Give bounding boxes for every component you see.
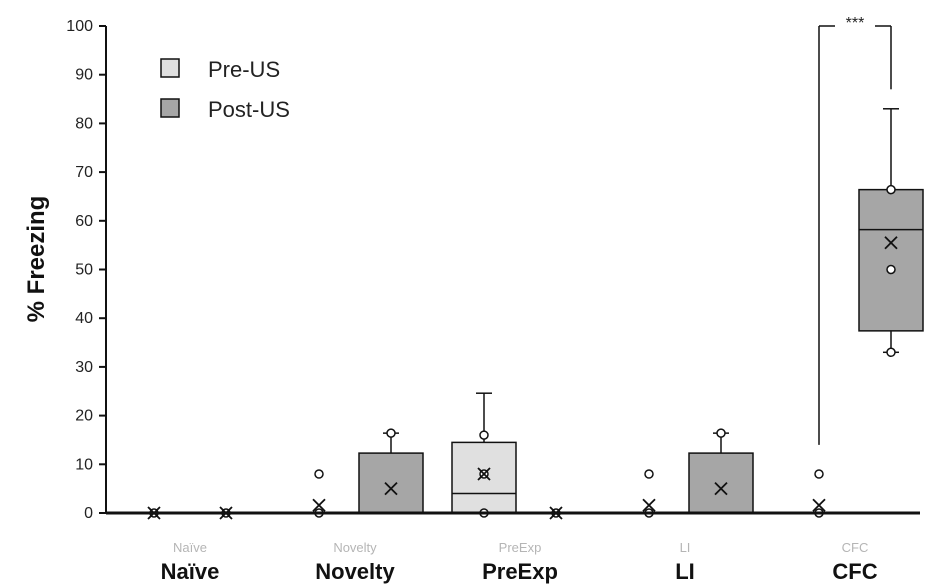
category-label-small: PreExp xyxy=(499,540,542,555)
box-post-us-3 xyxy=(688,428,754,514)
category-label: Naïve xyxy=(161,559,220,584)
data-point xyxy=(386,428,396,438)
y-tick-label: 60 xyxy=(75,213,93,230)
y-tick-label: 70 xyxy=(75,164,93,181)
y-tick-label: 100 xyxy=(66,18,93,35)
box-pre-us-4 xyxy=(812,469,826,518)
box-iqr xyxy=(858,188,924,332)
box-post-us-1 xyxy=(358,428,424,514)
category-label: PreExp xyxy=(482,559,558,584)
y-tick-label: 30 xyxy=(75,359,93,376)
data-point xyxy=(886,264,896,275)
data-point xyxy=(886,347,896,358)
box-iqr xyxy=(358,452,424,514)
mean-marker xyxy=(642,498,656,512)
y-axis: 0 10 20 30 40 50 60 70 80 90 100 xyxy=(66,18,107,522)
data-point xyxy=(644,469,654,479)
data-point xyxy=(314,469,324,479)
y-tick-label: 50 xyxy=(75,262,93,279)
legend-label-post-us: Post-US xyxy=(208,97,290,122)
plot-area: *** xyxy=(147,15,924,520)
significance-stars: *** xyxy=(846,15,865,32)
significance-bracket: *** xyxy=(818,15,892,445)
legend-label-pre-us: Pre-US xyxy=(208,57,280,82)
legend-swatch-post-us xyxy=(160,98,180,118)
box-iqr xyxy=(688,452,754,514)
category-label: LI xyxy=(675,559,695,584)
y-tick-label: 10 xyxy=(75,456,93,473)
y-tick-label: 20 xyxy=(75,408,93,425)
data-point xyxy=(479,430,489,440)
category-label-small: Novelty xyxy=(333,540,377,555)
category-label-small: Naïve xyxy=(173,540,207,555)
mean-marker xyxy=(812,498,826,512)
box-post-us-4 xyxy=(858,108,924,358)
mean-marker xyxy=(384,482,398,496)
legend-swatch-pre-us xyxy=(160,58,180,78)
legend: Pre-US Post-US xyxy=(160,57,290,122)
data-point xyxy=(886,184,896,195)
y-tick-label: 0 xyxy=(84,505,93,522)
y-tick-label: 90 xyxy=(75,67,93,84)
box-pre-us-1 xyxy=(312,469,326,518)
category-label: CFC xyxy=(832,559,877,584)
box-pre-us-3 xyxy=(642,469,656,518)
category-label-small: LI xyxy=(680,540,691,555)
data-point xyxy=(716,428,726,438)
data-point xyxy=(814,469,824,479)
box-pre-us-2 xyxy=(451,392,517,518)
y-tick-label: 80 xyxy=(75,115,93,132)
mean-marker xyxy=(884,236,898,250)
x-axis-category-labels: Naïve Naïve Novelty Novelty PreExp PreExp LI LI… xyxy=(161,540,878,584)
y-axis-label: % Freezing xyxy=(23,196,50,323)
y-tick-label: 40 xyxy=(75,310,93,327)
category-label-small: CFC xyxy=(842,540,869,555)
mean-marker xyxy=(714,482,728,496)
mean-marker xyxy=(477,467,491,481)
mean-marker xyxy=(312,498,326,512)
category-label: Novelty xyxy=(315,559,395,584)
